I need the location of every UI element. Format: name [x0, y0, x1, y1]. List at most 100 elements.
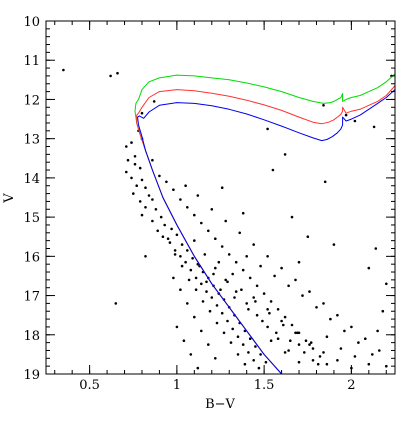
star-point	[318, 355, 322, 358]
star-point	[322, 104, 325, 107]
star-point	[159, 215, 163, 219]
star-point	[304, 339, 308, 343]
star-point	[241, 343, 245, 346]
star-point	[116, 71, 119, 75]
star-point	[233, 296, 236, 299]
star-point	[322, 351, 325, 354]
star-point	[156, 229, 159, 233]
star-point	[372, 125, 376, 129]
star-point	[385, 282, 388, 286]
star-point	[367, 266, 371, 270]
star-point	[207, 343, 210, 346]
star-point	[252, 359, 255, 362]
star-point	[254, 345, 257, 348]
y-tick-label: 14	[23, 172, 40, 187]
star-point	[378, 349, 381, 352]
star-point	[200, 329, 203, 333]
star-point	[287, 284, 290, 288]
y-tick-label: 15	[23, 211, 40, 226]
star-point	[257, 366, 261, 370]
star-point	[220, 311, 224, 315]
star-point	[207, 229, 210, 233]
star-point	[217, 260, 221, 264]
star-point	[194, 288, 198, 292]
star-point	[201, 300, 205, 303]
star-point	[236, 335, 240, 339]
star-point	[138, 166, 142, 170]
star-point	[240, 288, 243, 292]
star-point	[234, 260, 238, 264]
stars-layer	[62, 68, 393, 370]
star-point	[135, 184, 138, 187]
star-point	[261, 319, 264, 323]
star-point	[215, 304, 219, 307]
star-point	[172, 276, 175, 280]
star-point	[280, 266, 283, 270]
star-point	[214, 266, 217, 270]
star-point	[357, 341, 360, 344]
star-point	[166, 237, 170, 240]
star-point	[172, 188, 175, 191]
x-tick-label: 0.5	[79, 378, 100, 393]
star-point	[220, 186, 224, 189]
star-point	[196, 366, 200, 370]
star-point	[245, 254, 248, 258]
y-tick-label: 10	[23, 15, 40, 30]
star-point	[189, 353, 193, 356]
isochrone-line-1	[134, 73, 395, 374]
star-point	[179, 288, 182, 292]
star-point	[125, 170, 128, 174]
x-axis-title: B−V	[205, 397, 235, 412]
star-point	[214, 237, 217, 240]
star-point	[344, 113, 348, 117]
star-point	[224, 219, 227, 223]
star-point	[140, 111, 144, 115]
star-point	[147, 194, 151, 197]
star-point	[252, 243, 255, 246]
star-point	[144, 206, 147, 209]
star-point	[109, 74, 112, 78]
star-point	[308, 290, 311, 293]
star-point	[374, 247, 378, 250]
y-tick-label: 17	[23, 290, 40, 305]
star-point	[297, 360, 301, 364]
star-point	[339, 347, 343, 350]
star-point	[151, 198, 154, 201]
star-point	[290, 323, 294, 327]
star-point	[193, 315, 196, 319]
star-point	[266, 254, 269, 258]
star-point	[173, 253, 177, 256]
star-point	[200, 282, 203, 286]
star-point	[329, 317, 332, 321]
y-tick-label: 12	[23, 93, 40, 108]
star-point	[182, 339, 186, 343]
star-point	[245, 302, 248, 305]
star-point	[220, 245, 224, 248]
star-point	[234, 290, 238, 293]
star-point	[289, 339, 292, 343]
star-point	[152, 100, 156, 103]
star-point	[205, 280, 208, 284]
star-point	[283, 153, 287, 156]
star-point	[297, 343, 301, 346]
star-point	[248, 337, 252, 341]
star-point	[294, 278, 297, 282]
y-tick-label: 11	[23, 54, 40, 69]
ticks-layer: 0.5 1 1.5 2 10 11 12 13 14 15 16 17 18 19	[23, 15, 395, 393]
star-point	[336, 313, 339, 317]
star-point	[266, 325, 269, 329]
star-point	[205, 290, 208, 293]
star-point	[311, 359, 315, 362]
star-point	[385, 364, 388, 368]
star-point	[269, 339, 273, 343]
star-point	[151, 158, 154, 162]
star-point	[283, 351, 287, 354]
star-point	[229, 341, 233, 344]
star-point	[243, 329, 247, 333]
star-point	[309, 341, 313, 344]
star-point	[196, 194, 200, 197]
y-tick-label: 19	[23, 368, 40, 383]
star-point	[303, 351, 306, 354]
star-point	[283, 315, 287, 319]
